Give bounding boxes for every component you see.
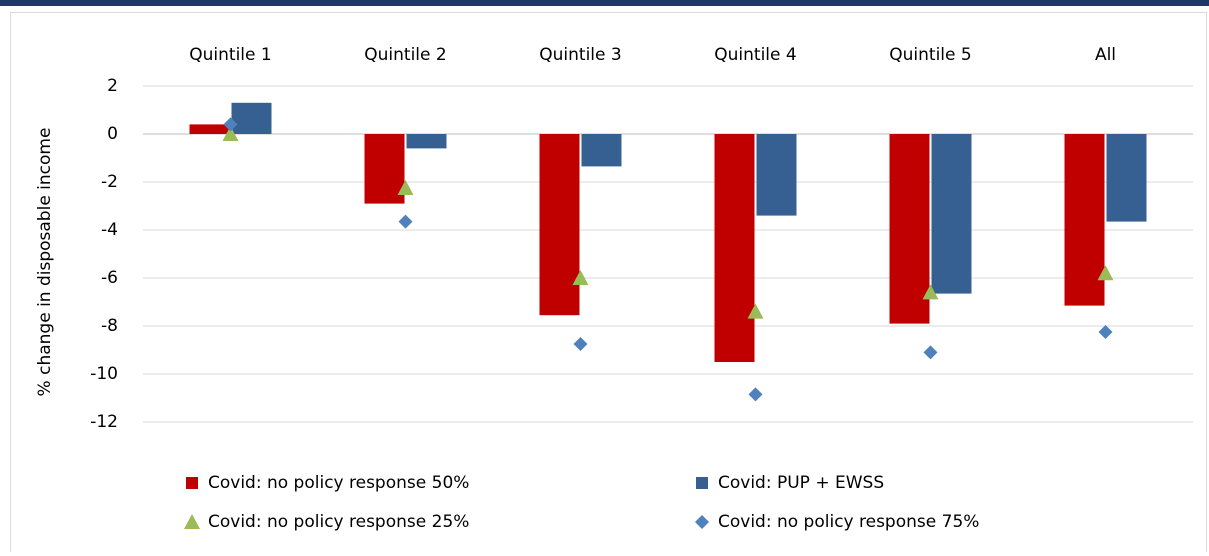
bar (1064, 134, 1105, 306)
bar (406, 134, 447, 149)
legend-swatch (186, 477, 198, 489)
chart-border (10, 12, 1207, 556)
legend-label: Covid: PUP + EWSS (718, 473, 884, 493)
top-bar (0, 0, 1209, 6)
bar (756, 134, 797, 216)
legend-label: Covid: no policy response 50% (208, 473, 469, 493)
marker (1097, 265, 1114, 281)
y-tick-label: -2 (101, 172, 118, 192)
x-tick-label: All (1095, 45, 1116, 65)
bar (714, 134, 755, 362)
marker (223, 117, 238, 132)
marker (398, 214, 413, 229)
y-tick-label: 0 (107, 124, 118, 144)
bar (1106, 134, 1147, 222)
x-tick-label: Quintile 3 (539, 45, 621, 65)
legend-swatch (695, 515, 709, 529)
marker (1098, 325, 1113, 339)
x-tick-label: Quintile 4 (714, 45, 796, 65)
y-tick-label: -8 (101, 316, 118, 336)
marker (747, 303, 764, 319)
legend-label: Covid: no policy response 25% (208, 512, 469, 532)
y-axis-title: % change in disposable income (35, 128, 55, 397)
legend-swatch (696, 477, 708, 489)
marker (222, 126, 239, 141)
y-tick-label: -10 (90, 364, 118, 384)
x-tick-label: Quintile 1 (189, 45, 271, 65)
marker (572, 270, 589, 285)
bar (189, 124, 230, 134)
x-tick-label: Quintile 5 (889, 45, 971, 65)
marker (397, 180, 414, 195)
bar (364, 134, 405, 204)
marker (923, 345, 938, 360)
y-tick-label: -12 (90, 412, 118, 432)
bar (931, 134, 972, 294)
x-tick-label: Quintile 2 (364, 45, 446, 65)
legend-swatch (184, 514, 200, 529)
bar (539, 134, 580, 316)
marker (573, 337, 588, 351)
bar (581, 134, 622, 167)
legend-label: Covid: no policy response 75% (718, 512, 979, 532)
marker (922, 284, 939, 300)
bar (889, 134, 930, 324)
y-tick-label: -6 (101, 268, 118, 288)
y-tick-label: 2 (107, 76, 118, 96)
bar (231, 102, 272, 134)
y-tick-label: -4 (101, 220, 118, 240)
marker (748, 387, 763, 402)
